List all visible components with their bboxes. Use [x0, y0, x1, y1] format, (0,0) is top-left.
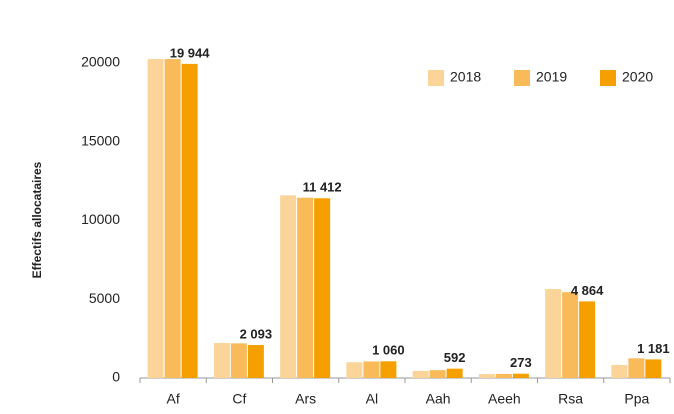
value-label: 1 181 — [637, 341, 670, 356]
bar — [611, 365, 628, 378]
bar — [230, 343, 247, 378]
legend-label: 2019 — [536, 69, 567, 85]
bar — [380, 361, 397, 378]
bar — [512, 373, 529, 378]
bar — [181, 63, 198, 379]
bar — [363, 361, 380, 378]
x-tick-label: Aeeh — [488, 391, 521, 407]
legend-label: 2020 — [622, 69, 653, 85]
bar — [164, 59, 181, 378]
y-axis-label: Effectifs allocataires — [30, 161, 44, 278]
legend-label: 2018 — [450, 69, 481, 85]
bar — [247, 345, 264, 378]
y-tick-label: 10000 — [81, 211, 120, 227]
value-label: 11 412 — [303, 180, 342, 195]
value-label: 4 864 — [571, 283, 604, 298]
bar — [562, 292, 579, 378]
bar — [346, 362, 363, 378]
x-tick-label: Rsa — [558, 391, 583, 407]
bar — [412, 370, 429, 378]
bar — [297, 197, 314, 378]
y-tick-label: 5000 — [89, 290, 120, 306]
legend-swatch — [600, 70, 616, 86]
bar — [429, 370, 446, 378]
value-label: 2 093 — [240, 326, 273, 341]
legend-swatch — [428, 70, 444, 86]
bar — [314, 198, 331, 378]
value-label: 592 — [444, 350, 466, 365]
bar — [495, 373, 512, 378]
bar — [147, 59, 164, 378]
value-label: 1 060 — [372, 343, 405, 358]
x-tick-label: Aah — [426, 391, 451, 407]
value-label: 273 — [510, 355, 532, 370]
bar — [280, 195, 297, 378]
legend-swatch — [514, 70, 530, 86]
x-tick-label: Af — [167, 391, 180, 407]
x-tick-label: Ppa — [624, 391, 649, 407]
bar — [645, 359, 662, 378]
x-tick-label: Cf — [232, 391, 246, 407]
x-tick-label: Ars — [295, 391, 316, 407]
y-tick-label: 20000 — [81, 54, 120, 70]
bar — [478, 374, 495, 378]
bar — [213, 343, 230, 378]
x-tick-label: Al — [366, 391, 378, 407]
bar — [545, 289, 562, 378]
bar — [446, 368, 463, 378]
y-tick-label: 15000 — [81, 132, 120, 148]
bar — [628, 358, 645, 378]
bar — [579, 301, 596, 378]
value-label: 19 944 — [170, 45, 211, 60]
y-tick-label: 0 — [112, 369, 120, 385]
